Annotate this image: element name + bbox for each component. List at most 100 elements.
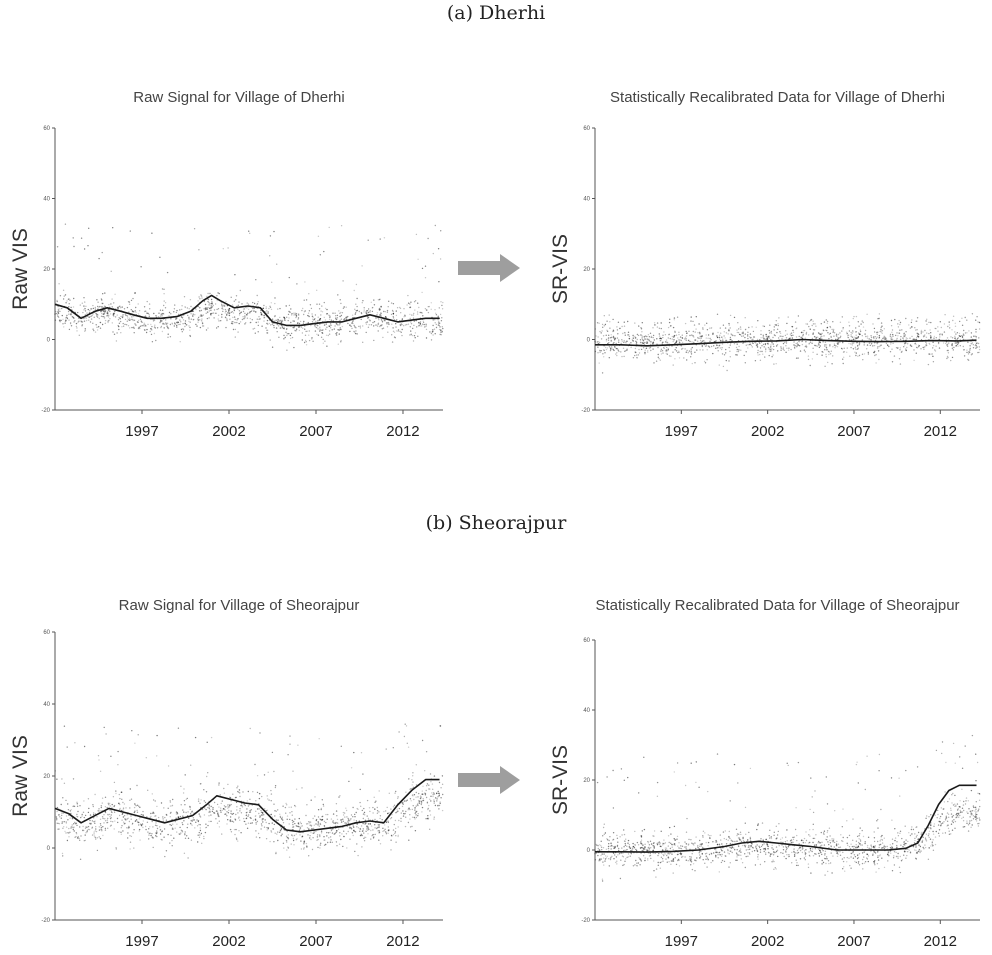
data-point [234,796,237,799]
data-point [406,742,408,744]
data-point [803,329,806,332]
data-point [904,344,906,346]
data-point [60,817,62,819]
data-point [173,837,175,839]
data-point [929,343,931,345]
data-point [899,321,902,324]
data-point [851,336,854,338]
data-point [852,331,854,333]
data-point [719,347,721,349]
data-point [238,830,240,832]
data-point [409,313,411,316]
data-point [237,840,239,842]
data-point [61,812,63,814]
data-point [650,335,653,337]
data-point [412,775,414,777]
data-point [432,319,434,321]
data-point [186,826,188,829]
data-point [71,316,74,318]
data-point [760,845,763,848]
data-point [221,316,223,318]
data-point [641,843,643,845]
data-point [433,818,435,820]
data-point [608,342,610,344]
data-point [677,351,679,354]
y-tick-label: 60 [583,638,590,644]
data-point [789,337,791,340]
data-point [971,824,973,826]
data-point [627,320,629,323]
data-point [304,334,307,336]
data-point [111,322,114,324]
data-point [133,319,136,321]
data-point [372,833,375,836]
data-point [858,332,860,334]
data-point [681,337,684,339]
data-point [436,792,438,795]
data-point [288,823,290,825]
data-point [160,320,162,322]
data-point [276,819,278,822]
data-point [109,313,112,315]
data-point [712,332,714,335]
data-point [100,806,103,809]
data-point [857,854,859,856]
data-point [304,325,306,327]
data-point [914,343,916,345]
data-point [322,815,324,817]
data-point [68,303,70,305]
data-point [736,354,738,356]
data-point [954,337,956,340]
data-point [174,322,176,324]
data-point [203,300,205,303]
data-point [667,337,669,339]
data-point [122,830,124,832]
data-point [745,351,747,353]
data-point [424,792,427,795]
data-point [283,847,285,849]
data-point [198,831,200,834]
data-point [427,818,429,820]
data-point [419,795,422,797]
data-point [119,797,121,800]
data-point [167,326,169,329]
data-point [183,852,186,854]
data-point [117,750,119,753]
data-point [667,845,669,847]
data-point [812,347,814,349]
trend-line [54,778,440,833]
data-point [437,315,439,317]
y-tick-label: 60 [43,630,50,636]
data-point [317,822,320,824]
data-point [812,351,814,353]
data-point [297,318,299,321]
data-point [712,352,714,355]
data-point [968,822,971,825]
data-point [237,817,240,820]
data-point [285,812,287,814]
data-point [832,330,835,332]
data-point [92,322,94,324]
data-point [228,314,230,317]
data-point [725,339,728,342]
data-point [291,834,293,836]
data-point [382,827,384,829]
data-point [249,811,252,813]
data-point [623,331,626,334]
data-point [632,337,634,340]
data-point [701,335,703,337]
data-point [171,323,174,325]
x-tick-label: 2002 [212,933,245,950]
data-point [319,818,322,821]
data-point [261,813,263,816]
data-point [111,298,113,300]
data-point [285,305,287,307]
data-point [663,331,665,333]
data-point [946,345,949,347]
data-point [340,819,343,821]
data-point [361,830,364,832]
data-point [889,334,891,337]
data-point [303,299,305,301]
data-point [917,344,920,346]
data-point [700,335,702,338]
